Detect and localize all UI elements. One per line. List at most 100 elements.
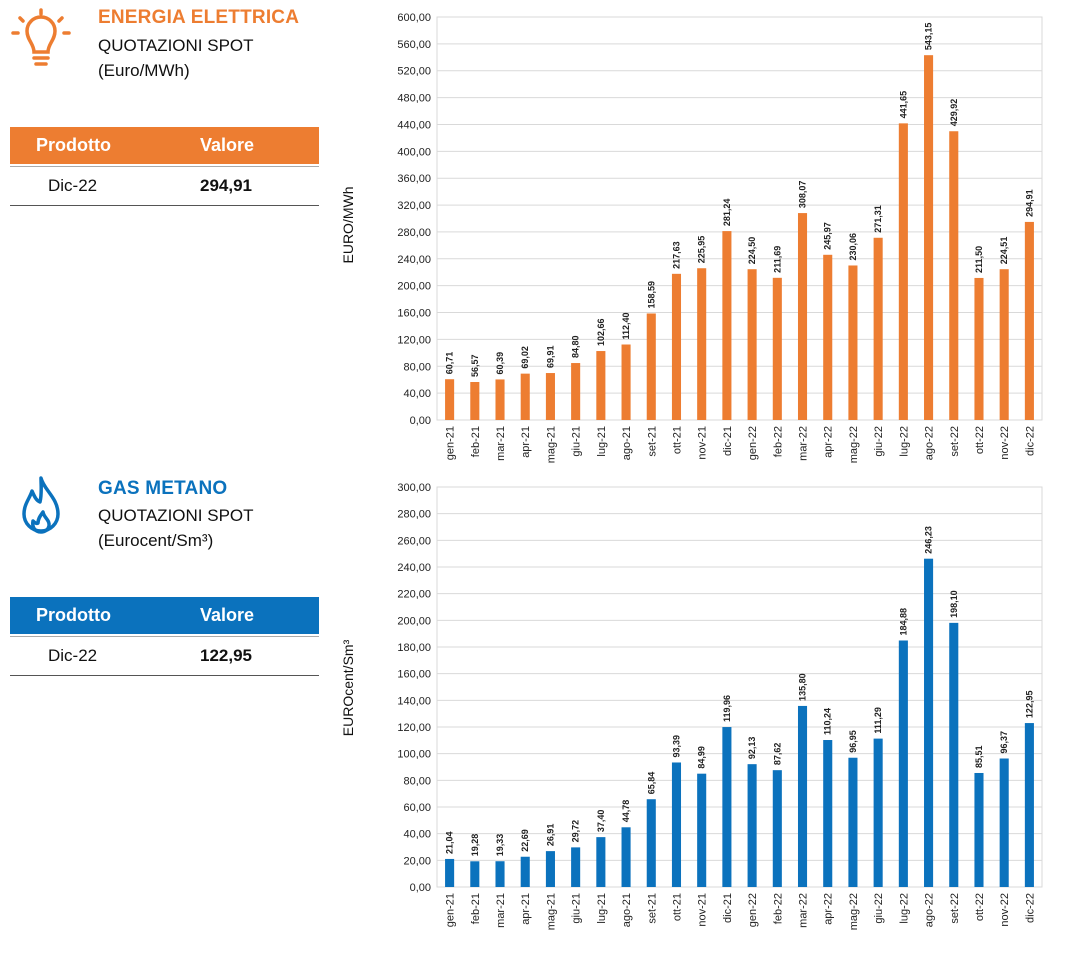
gas-subtitle-1: QUOTAZIONI SPOT [98, 506, 254, 525]
x-tick-label: ott-21 [671, 893, 683, 921]
lightbulb-icon [11, 8, 71, 66]
data-label: 69,02 [520, 346, 530, 369]
data-label: 19,33 [495, 834, 505, 857]
x-tick-label: lug-22 [898, 426, 910, 457]
bar [545, 373, 555, 420]
x-tick-label: ago-22 [924, 893, 936, 927]
data-label: 198,10 [949, 590, 959, 618]
data-label: 211,69 [772, 246, 782, 273]
bar [924, 55, 934, 420]
y-tick-label: 40,00 [403, 388, 431, 400]
data-label: 26,91 [545, 824, 555, 847]
y-tick-label: 600,00 [397, 12, 431, 24]
data-label: 429,92 [949, 99, 959, 127]
x-tick-label: lug-22 [898, 893, 910, 924]
bar [898, 640, 908, 887]
y-tick-label: 200,00 [397, 281, 431, 293]
data-label: 56,57 [470, 354, 480, 377]
bar [797, 213, 808, 420]
bar [697, 268, 707, 420]
gas-table-header: Prodotto Valore [10, 597, 319, 636]
bar [999, 269, 1009, 420]
x-tick-label: lug-21 [596, 426, 608, 457]
gas-price-chart: 0,00 20,00 40,00 60,00 80,00 100,00 120,00 140,… [340, 482, 1043, 930]
bar [495, 861, 505, 887]
data-label: 60,39 [495, 352, 505, 375]
bar [747, 764, 757, 887]
x-tick-label: gen-22 [747, 426, 759, 460]
bar [445, 379, 455, 420]
data-label: 84,99 [697, 746, 707, 769]
y-axis-label: EURO/MWh [340, 187, 356, 264]
x-tick-label: giu-21 [571, 426, 583, 457]
x-tick-label: nov-21 [697, 426, 709, 460]
x-tick-label: apr-22 [823, 426, 835, 458]
gas-subtitle-2: (Eurocent/Sm³) [98, 531, 214, 550]
x-tick-label: gen-21 [445, 426, 457, 460]
bar [545, 851, 555, 887]
x-tick-label: mag-21 [545, 893, 557, 930]
y-tick-label: 360,00 [397, 173, 431, 185]
energy-subtitle-1: QUOTAZIONI SPOT [98, 36, 254, 55]
data-label: 217,63 [671, 241, 681, 269]
y-tick-label: 260,00 [397, 535, 431, 547]
y-tick-label: 400,00 [397, 146, 431, 158]
gas-table: Prodotto Valore Dic-22 122,95 [10, 597, 319, 676]
bar [873, 237, 883, 420]
y-tick-label: 80,00 [403, 361, 431, 373]
gas-header-product: Prodotto [36, 605, 111, 625]
energy-product: Dic-22 [48, 176, 98, 195]
data-label: 135,80 [798, 673, 808, 701]
bar [646, 799, 656, 887]
energy-header-value: Valore [200, 135, 255, 155]
data-label: 96,95 [848, 730, 858, 753]
x-tick-label: mar-22 [798, 426, 810, 461]
bar [949, 622, 959, 887]
data-label: 281,24 [722, 199, 732, 227]
x-tick-label: mag-21 [545, 426, 557, 463]
data-label: 21,04 [445, 831, 455, 854]
bar [671, 762, 682, 887]
gas-header-value: Valore [200, 605, 255, 625]
x-tick-label: feb-21 [470, 893, 482, 924]
x-tick-label: feb-21 [470, 426, 482, 457]
energy-subtitle-2: (Euro/MWh) [98, 61, 190, 80]
x-tick-label: ago-22 [924, 426, 936, 460]
bar [924, 558, 934, 887]
data-label: 96,37 [999, 731, 1009, 754]
bar [823, 740, 833, 887]
data-label: 184,88 [898, 608, 908, 636]
data-label: 294,91 [1024, 189, 1034, 217]
y-tick-label: 40,00 [403, 829, 431, 841]
data-label: 119,96 [722, 695, 732, 722]
y-tick-label: 140,00 [397, 695, 431, 707]
data-label: 224,51 [999, 237, 1009, 265]
y-tick-label: 440,00 [397, 119, 431, 131]
data-label: 246,23 [924, 526, 934, 554]
energy-title: ENERGIA ELETTRICA [98, 7, 300, 28]
y-tick-label: 520,00 [397, 66, 431, 78]
y-tick-label: 300,00 [397, 482, 431, 494]
energy-panel: ENERGIA ELETTRICA QUOTAZIONI SPOT (Euro/… [0, 0, 330, 220]
bar [495, 379, 505, 420]
x-tick-label: lug-21 [596, 893, 608, 924]
data-label: 69,91 [545, 346, 555, 369]
x-tick-label: apr-22 [823, 893, 835, 925]
data-label: 224,50 [747, 237, 757, 265]
energy-header-product: Prodotto [36, 135, 111, 155]
y-tick-label: 120,00 [397, 334, 431, 346]
x-tick-label: feb-22 [772, 426, 784, 457]
x-tick-label: mag-22 [848, 893, 860, 930]
energy-price-chart: 0,00 40,00 80,00 120,00 160,00 200,00 240,00 28… [340, 12, 1043, 463]
bar [621, 344, 631, 420]
bar [999, 758, 1009, 887]
y-tick-label: 160,00 [397, 669, 431, 681]
x-tick-label: ago-21 [621, 426, 633, 460]
bar [571, 363, 581, 420]
x-tick-label: apr-21 [520, 426, 532, 458]
bar [747, 269, 757, 420]
x-tick-label: nov-22 [999, 426, 1011, 460]
y-axis-label: EUROcent/Sm³ [340, 639, 356, 736]
y-tick-label: 240,00 [397, 562, 431, 574]
bar [797, 705, 808, 887]
